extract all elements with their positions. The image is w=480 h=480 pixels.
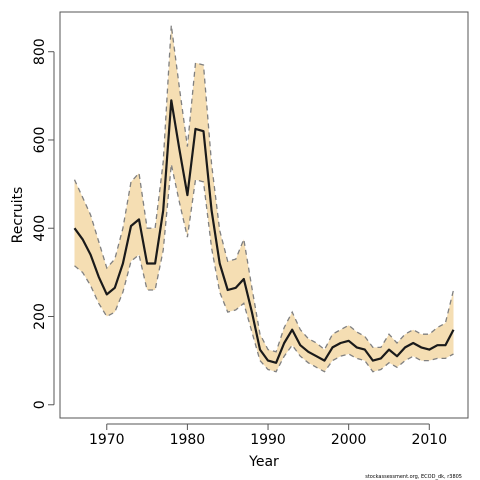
confidence-band [74,25,454,372]
plot-frame [59,11,469,419]
x-tick-label: 2010 [411,432,447,448]
y-tick-label: 0 [32,400,48,409]
credit-text: stockassessment.org, ECOD_dk, r3805 [365,474,462,480]
x-axis-title: Year [248,454,279,470]
y-axis-title: Recruits [10,187,26,244]
x-axis: 1970 1980 1990 2000 2010 [89,423,447,448]
y-tick-label: 200 [32,303,48,330]
x-tick-label: 2000 [331,432,367,448]
estimate-line [73,99,455,364]
x-tick-label: 1980 [170,432,206,448]
x-tick-label: 1970 [89,432,125,448]
y-tick-label: 800 [32,38,48,65]
upper-bound-line [73,25,455,353]
y-tick-label: 400 [32,215,48,242]
x-tick-label: 1990 [250,432,286,448]
y-tick-label: 600 [32,127,48,154]
y-axis: 0 200 400 600 800 [32,38,55,409]
